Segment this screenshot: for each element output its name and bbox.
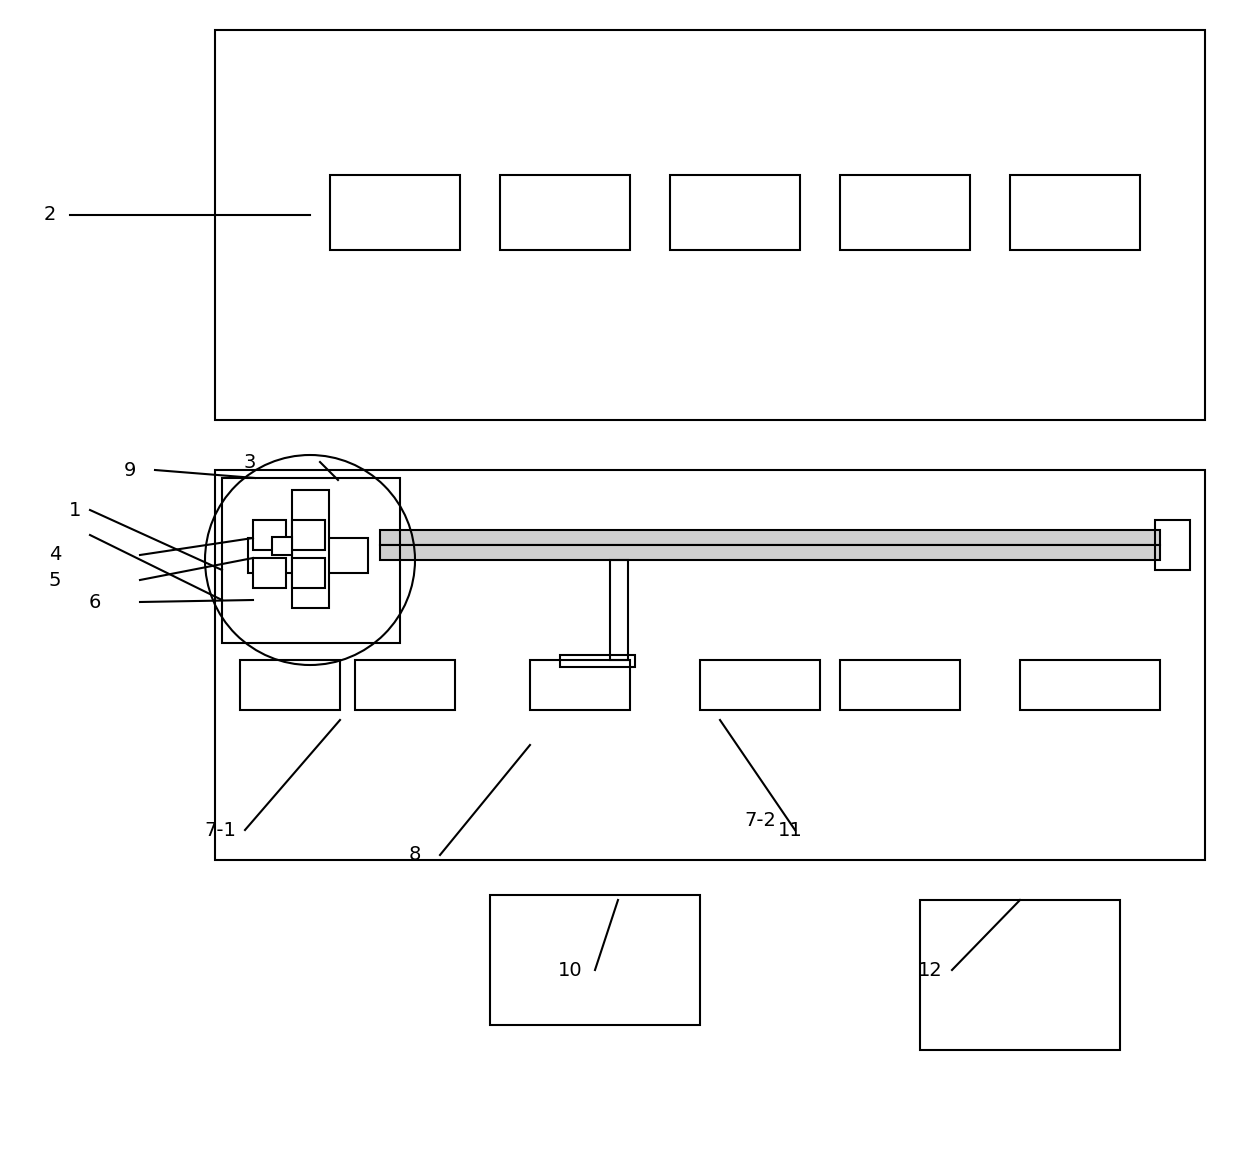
Bar — [701, 659, 820, 709]
Text: 7-2: 7-2 — [744, 811, 776, 829]
Bar — [291, 520, 325, 550]
Text: 12: 12 — [918, 961, 942, 979]
Bar — [1011, 174, 1140, 250]
Text: 5: 5 — [48, 571, 61, 590]
Bar — [490, 896, 701, 1025]
Bar — [291, 558, 325, 588]
Bar — [241, 659, 340, 709]
Text: 6: 6 — [89, 592, 102, 612]
Bar — [500, 174, 630, 250]
Bar — [379, 530, 1159, 545]
Bar — [248, 538, 368, 573]
Bar — [920, 900, 1120, 1050]
Bar — [355, 659, 455, 709]
Text: 1: 1 — [68, 500, 81, 520]
Text: 7-1: 7-1 — [205, 821, 236, 840]
Bar — [839, 174, 970, 250]
Text: 11: 11 — [777, 821, 802, 840]
Bar — [1021, 659, 1159, 709]
Bar — [379, 545, 1159, 561]
Bar — [610, 561, 627, 659]
Bar — [839, 659, 960, 709]
Bar — [1154, 520, 1190, 570]
Text: 8: 8 — [409, 846, 422, 864]
Bar — [670, 174, 800, 250]
Bar — [215, 30, 1205, 420]
Bar — [222, 478, 401, 643]
Bar — [253, 558, 286, 588]
Bar — [330, 174, 460, 250]
Text: 10: 10 — [558, 961, 583, 979]
Bar — [253, 520, 286, 550]
Bar — [215, 470, 1205, 859]
Text: 4: 4 — [48, 545, 61, 564]
Text: 2: 2 — [43, 206, 56, 224]
Bar — [272, 537, 291, 555]
Bar — [529, 659, 630, 709]
Text: 3: 3 — [244, 452, 257, 471]
Text: 9: 9 — [124, 461, 136, 479]
Bar — [560, 655, 635, 668]
Bar — [291, 490, 329, 608]
